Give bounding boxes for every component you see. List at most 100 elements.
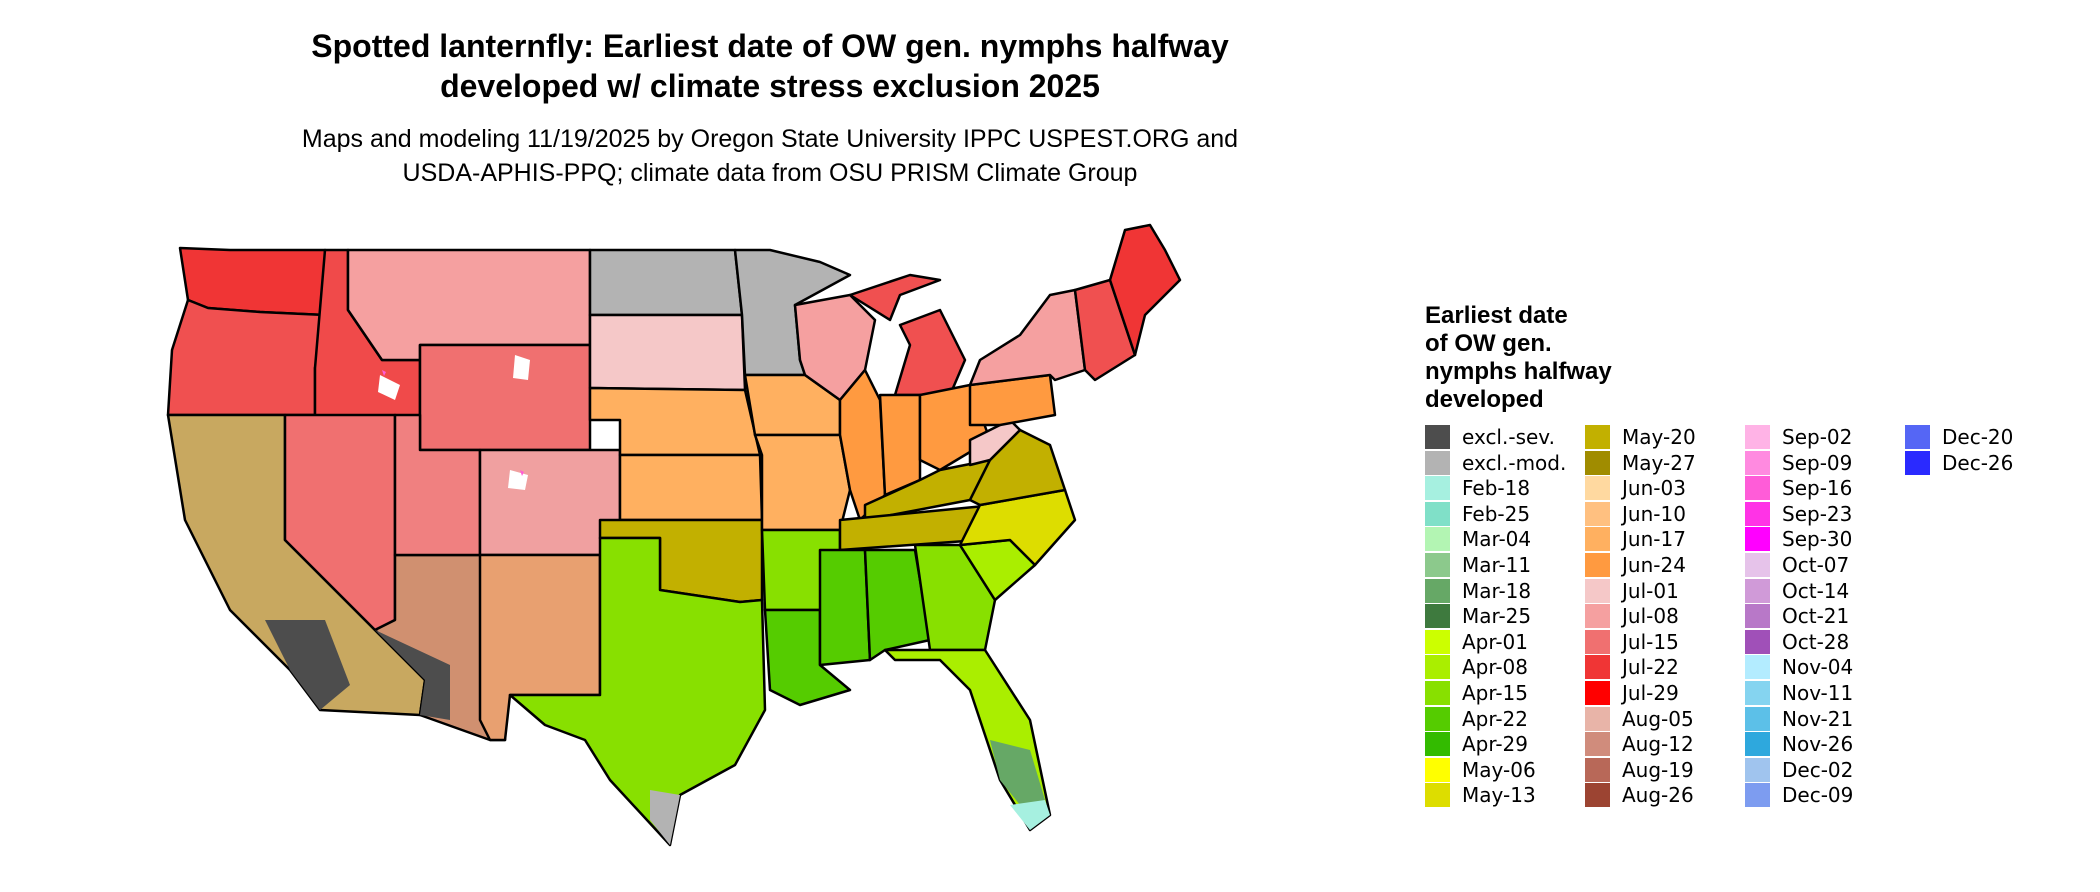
legend-label: Nov-26 — [1782, 732, 1854, 757]
legend-item: Jun-03 — [1585, 475, 1686, 501]
legend-label: Feb-25 — [1462, 501, 1531, 526]
legend-swatch — [1745, 425, 1770, 449]
legend-label: Apr-08 — [1462, 655, 1528, 680]
legend-swatch — [1425, 425, 1450, 449]
legend-label: Dec-02 — [1782, 757, 1854, 782]
legend-label: Jul-22 — [1622, 655, 1679, 680]
legend-item: Apr-15 — [1425, 680, 1528, 706]
legend-item: Oct-21 — [1745, 603, 1849, 629]
legend-swatch — [1425, 757, 1450, 782]
legend-swatch — [1585, 604, 1610, 629]
legend-label: Apr-22 — [1462, 706, 1528, 731]
legend-item: Mar-11 — [1425, 552, 1531, 578]
legend-item: Oct-07 — [1745, 552, 1849, 578]
legend-swatch — [1745, 629, 1770, 654]
legend-title-line-2: of OW gen. — [1425, 330, 1552, 357]
state-montana — [346, 248, 592, 362]
legend-label: Aug-26 — [1622, 783, 1694, 808]
zone-southern-california-desert — [265, 620, 350, 710]
legend-label: Mar-04 — [1462, 527, 1532, 552]
zone-florida-tip — [1010, 800, 1050, 830]
legend-label: Aug-19 — [1622, 757, 1694, 782]
legend-item: excl.-mod. — [1425, 450, 1566, 476]
legend-label: May-06 — [1462, 757, 1536, 782]
legend-swatch — [1425, 476, 1450, 501]
legend-swatch — [1585, 757, 1610, 782]
legend-swatch — [1745, 783, 1770, 808]
legend-label: Oct-14 — [1782, 578, 1850, 603]
legend-swatch — [1425, 553, 1450, 577]
legend-label: Jun-03 — [1622, 476, 1686, 501]
legend-title-line-4: developed — [1425, 386, 1544, 413]
legend-item: Jul-22 — [1585, 654, 1679, 680]
legend-label: Oct-07 — [1782, 553, 1850, 577]
legend-item: Jun-24 — [1585, 552, 1686, 578]
legend-item: Sep-16 — [1745, 475, 1852, 501]
subtitle-line-1: Maps and modeling 11/19/2025 by Oregon S… — [301, 125, 1239, 153]
legend-swatch — [1425, 655, 1450, 680]
legend-swatch — [1745, 732, 1770, 757]
legend-swatch — [1745, 706, 1770, 731]
legend-item: Mar-04 — [1425, 526, 1531, 552]
legend-item: Dec-20 — [1905, 424, 2013, 450]
legend-item: Sep-23 — [1745, 501, 1852, 527]
legend-swatch — [1585, 425, 1610, 449]
legend-label: Dec-09 — [1782, 783, 1854, 808]
legend-label: Nov-21 — [1782, 706, 1854, 731]
legend-item: May-20 — [1585, 424, 1696, 450]
legend-swatch — [1745, 578, 1770, 603]
legend-item: Jul-29 — [1585, 680, 1679, 706]
legend-label: Apr-15 — [1462, 681, 1528, 705]
legend-label: Oct-21 — [1782, 604, 1850, 629]
legend-swatch — [1425, 604, 1450, 629]
legend-item: Mar-25 — [1425, 603, 1531, 629]
legend-label: Jul-08 — [1622, 604, 1679, 629]
legend-label: Mar-25 — [1462, 604, 1532, 629]
legend-label: Dec-26 — [1942, 450, 2014, 475]
zone-south-texas — [650, 790, 680, 845]
legend-swatch — [1585, 732, 1610, 757]
legend-item: Apr-08 — [1425, 654, 1528, 680]
legend-item: Dec-26 — [1905, 450, 2013, 476]
legend-swatch — [1585, 450, 1610, 475]
legend-swatch — [1585, 578, 1610, 603]
legend-label: Mar-18 — [1462, 578, 1532, 603]
legend-label: Jun-10 — [1622, 501, 1686, 526]
legend-item: Dec-09 — [1745, 782, 1853, 808]
legend-label: May-13 — [1462, 783, 1536, 808]
state-indiana — [878, 393, 922, 497]
legend-label: Sep-23 — [1782, 501, 1853, 526]
legend-label: Jul-01 — [1622, 578, 1679, 603]
legend-label: Nov-11 — [1782, 681, 1854, 705]
legend-swatch — [1585, 783, 1610, 808]
legend-label: Dec-20 — [1942, 425, 2014, 449]
legend-swatch — [1585, 681, 1610, 705]
state-new-england — [1073, 278, 1137, 382]
legend-item: excl.-sev. — [1425, 424, 1555, 450]
state-new-york — [968, 288, 1087, 387]
legend-label: excl.-sev. — [1462, 425, 1555, 449]
legend-item: Apr-01 — [1425, 629, 1528, 655]
legend-label: Sep-16 — [1782, 476, 1853, 501]
legend-swatch — [1745, 476, 1770, 501]
legend-label: Oct-28 — [1782, 629, 1850, 654]
legend-label: Aug-05 — [1622, 706, 1694, 731]
legend-label: Feb-18 — [1462, 476, 1531, 501]
legend-label: Mar-11 — [1462, 553, 1532, 577]
legend-item: Sep-30 — [1745, 526, 1852, 552]
legend-item: Mar-18 — [1425, 578, 1531, 604]
title-line-1: Spotted lanternfly: Earliest date of OW … — [311, 28, 1229, 64]
legend-swatch — [1425, 450, 1450, 475]
legend-item: Jul-08 — [1585, 603, 1679, 629]
legend-item: May-27 — [1585, 450, 1696, 476]
legend-swatch — [1425, 578, 1450, 603]
legend-label: Nov-04 — [1782, 655, 1854, 680]
legend-item: Aug-26 — [1585, 782, 1694, 808]
legend-swatch — [1425, 629, 1450, 654]
legend-label: Jul-29 — [1622, 681, 1679, 705]
legend-swatch — [1745, 604, 1770, 629]
legend-item: May-06 — [1425, 757, 1536, 783]
state-wyoming — [418, 343, 592, 452]
state-nebraska — [588, 386, 762, 457]
legend-swatch — [1745, 681, 1770, 705]
